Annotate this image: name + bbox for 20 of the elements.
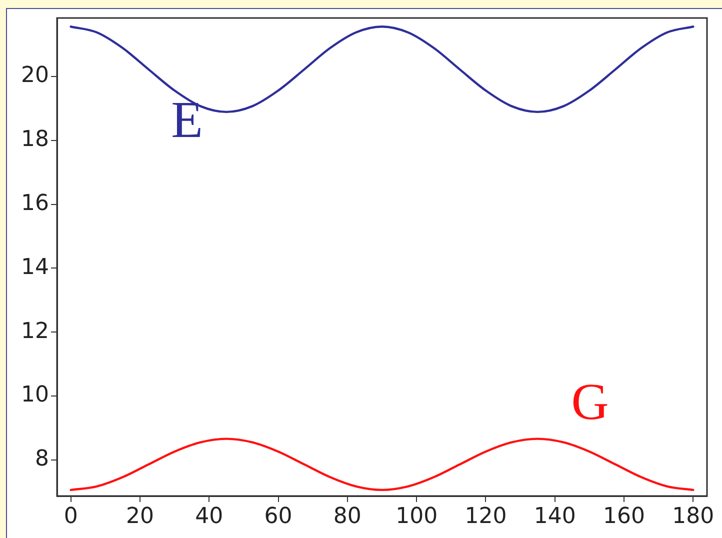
y-tick-label: 14 [21, 254, 49, 280]
y-tick-label: 8 [35, 446, 49, 472]
y-tick-label: 18 [21, 127, 49, 152]
series-label: E [171, 92, 203, 149]
x-tick-label: 140 [534, 504, 576, 529]
x-tick-label: 0 [64, 504, 78, 529]
x-tick-label: 160 [603, 504, 646, 529]
x-tick-label: 80 [333, 504, 362, 529]
x-tick-label: 180 [672, 504, 714, 529]
series-label: G [571, 374, 609, 431]
x-tick-label: 120 [464, 504, 507, 529]
line-series [70, 438, 694, 492]
x-tick-label: 60 [264, 504, 292, 529]
x-tick-label: 40 [195, 504, 224, 529]
y-tick-label: 12 [21, 318, 49, 344]
y-tick-label: 20 [21, 63, 49, 88]
x-tick-label: 20 [126, 504, 154, 529]
y-tick-label: 16 [21, 191, 49, 216]
x-tick-label: 100 [396, 504, 438, 529]
y-tick-label: 10 [21, 382, 49, 408]
